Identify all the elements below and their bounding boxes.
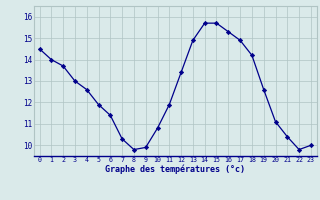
X-axis label: Graphe des températures (°c): Graphe des températures (°c) — [105, 165, 245, 174]
